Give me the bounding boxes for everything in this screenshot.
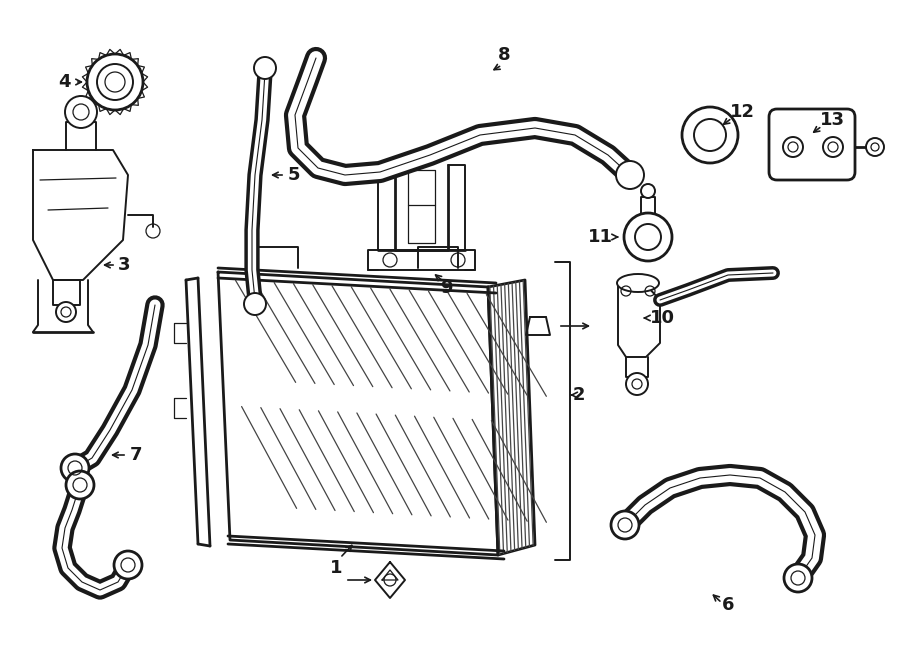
Circle shape bbox=[823, 137, 843, 157]
Circle shape bbox=[784, 564, 812, 592]
Circle shape bbox=[65, 96, 97, 128]
Circle shape bbox=[61, 454, 89, 482]
Circle shape bbox=[114, 551, 142, 579]
Text: 9: 9 bbox=[440, 279, 453, 297]
Text: 7: 7 bbox=[130, 446, 142, 464]
Circle shape bbox=[641, 184, 655, 198]
Text: 11: 11 bbox=[588, 228, 613, 246]
Text: 2: 2 bbox=[573, 386, 586, 404]
Circle shape bbox=[66, 471, 94, 499]
Circle shape bbox=[624, 213, 672, 261]
Text: 4: 4 bbox=[58, 73, 70, 91]
Text: 12: 12 bbox=[730, 103, 755, 121]
FancyBboxPatch shape bbox=[769, 109, 855, 180]
Text: 8: 8 bbox=[498, 46, 510, 64]
Circle shape bbox=[87, 54, 143, 110]
Circle shape bbox=[254, 57, 276, 79]
Text: 1: 1 bbox=[330, 559, 343, 577]
Circle shape bbox=[611, 511, 639, 539]
Text: 6: 6 bbox=[722, 596, 734, 614]
Circle shape bbox=[56, 302, 76, 322]
Text: 3: 3 bbox=[118, 256, 130, 274]
Circle shape bbox=[616, 161, 644, 189]
Circle shape bbox=[244, 293, 266, 315]
Circle shape bbox=[783, 137, 803, 157]
Text: 10: 10 bbox=[650, 309, 675, 327]
Circle shape bbox=[866, 138, 884, 156]
Circle shape bbox=[626, 373, 648, 395]
Ellipse shape bbox=[617, 274, 659, 292]
Text: 13: 13 bbox=[820, 111, 845, 129]
Text: 5: 5 bbox=[288, 166, 301, 184]
Circle shape bbox=[682, 107, 738, 163]
